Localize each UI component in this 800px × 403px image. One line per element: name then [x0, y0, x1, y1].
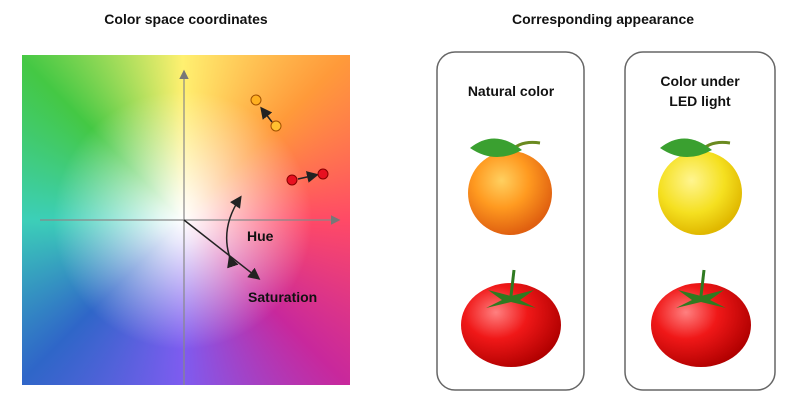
color-points [250, 94, 329, 186]
tomato [461, 269, 561, 367]
left-title: Color space coordinates [104, 11, 268, 27]
hue-label: Hue [247, 228, 274, 244]
tomato [651, 269, 751, 367]
panel-label: Color under [660, 73, 740, 89]
panel-label: Natural color [468, 83, 555, 99]
axes [40, 69, 341, 385]
vectors [183, 106, 319, 280]
orange-fruit [468, 138, 552, 235]
saturation-label: Saturation [248, 289, 317, 305]
lemon-fruit [658, 138, 742, 235]
panel-box [624, 51, 776, 391]
right-title: Corresponding appearance [512, 11, 694, 27]
panel-box [436, 51, 585, 391]
panel-label: LED light [669, 93, 731, 109]
